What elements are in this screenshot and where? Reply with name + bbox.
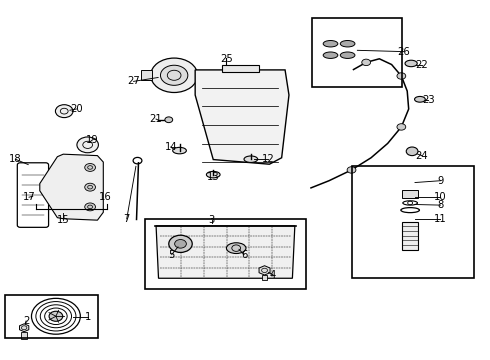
- Text: 10: 10: [434, 192, 447, 202]
- Text: 8: 8: [437, 200, 443, 210]
- Polygon shape: [259, 266, 270, 275]
- Text: 25: 25: [220, 54, 233, 64]
- Bar: [313, 18, 402, 87]
- Text: 24: 24: [416, 150, 428, 161]
- Bar: [4, 295, 98, 338]
- Text: 19: 19: [86, 135, 99, 145]
- Circle shape: [347, 167, 356, 173]
- Bar: [21, 332, 27, 338]
- Text: 11: 11: [434, 214, 447, 224]
- Circle shape: [85, 163, 96, 171]
- Ellipse shape: [323, 41, 338, 47]
- Bar: [351, 166, 474, 278]
- Circle shape: [174, 239, 186, 248]
- Ellipse shape: [226, 243, 246, 253]
- Circle shape: [397, 73, 406, 79]
- Ellipse shape: [172, 147, 186, 154]
- Circle shape: [77, 137, 98, 153]
- Circle shape: [49, 311, 63, 321]
- Bar: [145, 220, 306, 289]
- Circle shape: [160, 65, 188, 85]
- Bar: [402, 222, 418, 249]
- Circle shape: [85, 203, 96, 211]
- Ellipse shape: [340, 41, 355, 47]
- Text: 6: 6: [241, 249, 247, 260]
- Text: 4: 4: [270, 270, 276, 280]
- Text: 3: 3: [209, 215, 215, 225]
- Text: 1: 1: [84, 312, 91, 322]
- Text: 23: 23: [422, 95, 435, 105]
- Circle shape: [406, 147, 418, 156]
- Polygon shape: [195, 70, 289, 164]
- Text: 17: 17: [23, 192, 35, 202]
- Text: 22: 22: [416, 59, 428, 69]
- Text: 9: 9: [437, 176, 443, 186]
- Text: 20: 20: [70, 104, 83, 114]
- Text: 13: 13: [207, 172, 220, 182]
- Bar: [402, 190, 418, 198]
- Circle shape: [165, 117, 172, 123]
- Ellipse shape: [206, 171, 220, 178]
- Circle shape: [85, 183, 96, 191]
- Text: 15: 15: [57, 215, 70, 225]
- Circle shape: [55, 105, 73, 118]
- Circle shape: [397, 124, 406, 130]
- Text: 18: 18: [9, 154, 22, 164]
- Circle shape: [151, 58, 197, 93]
- Text: 7: 7: [123, 214, 130, 224]
- Text: 21: 21: [150, 114, 163, 124]
- Text: 2: 2: [23, 316, 29, 326]
- Bar: [262, 275, 268, 280]
- Circle shape: [362, 59, 370, 66]
- Bar: [221, 64, 259, 72]
- Ellipse shape: [244, 156, 258, 162]
- Ellipse shape: [323, 52, 338, 58]
- Text: 27: 27: [127, 76, 140, 86]
- Bar: [141, 70, 152, 80]
- Text: 5: 5: [169, 249, 175, 260]
- Polygon shape: [156, 226, 295, 278]
- Polygon shape: [40, 154, 103, 220]
- Circle shape: [169, 235, 192, 252]
- Text: 14: 14: [165, 142, 177, 152]
- Text: 12: 12: [262, 154, 275, 164]
- Ellipse shape: [405, 60, 417, 67]
- Polygon shape: [20, 324, 29, 332]
- Ellipse shape: [340, 52, 355, 58]
- Text: 26: 26: [397, 46, 410, 57]
- Ellipse shape: [415, 96, 425, 102]
- Text: 16: 16: [99, 192, 112, 202]
